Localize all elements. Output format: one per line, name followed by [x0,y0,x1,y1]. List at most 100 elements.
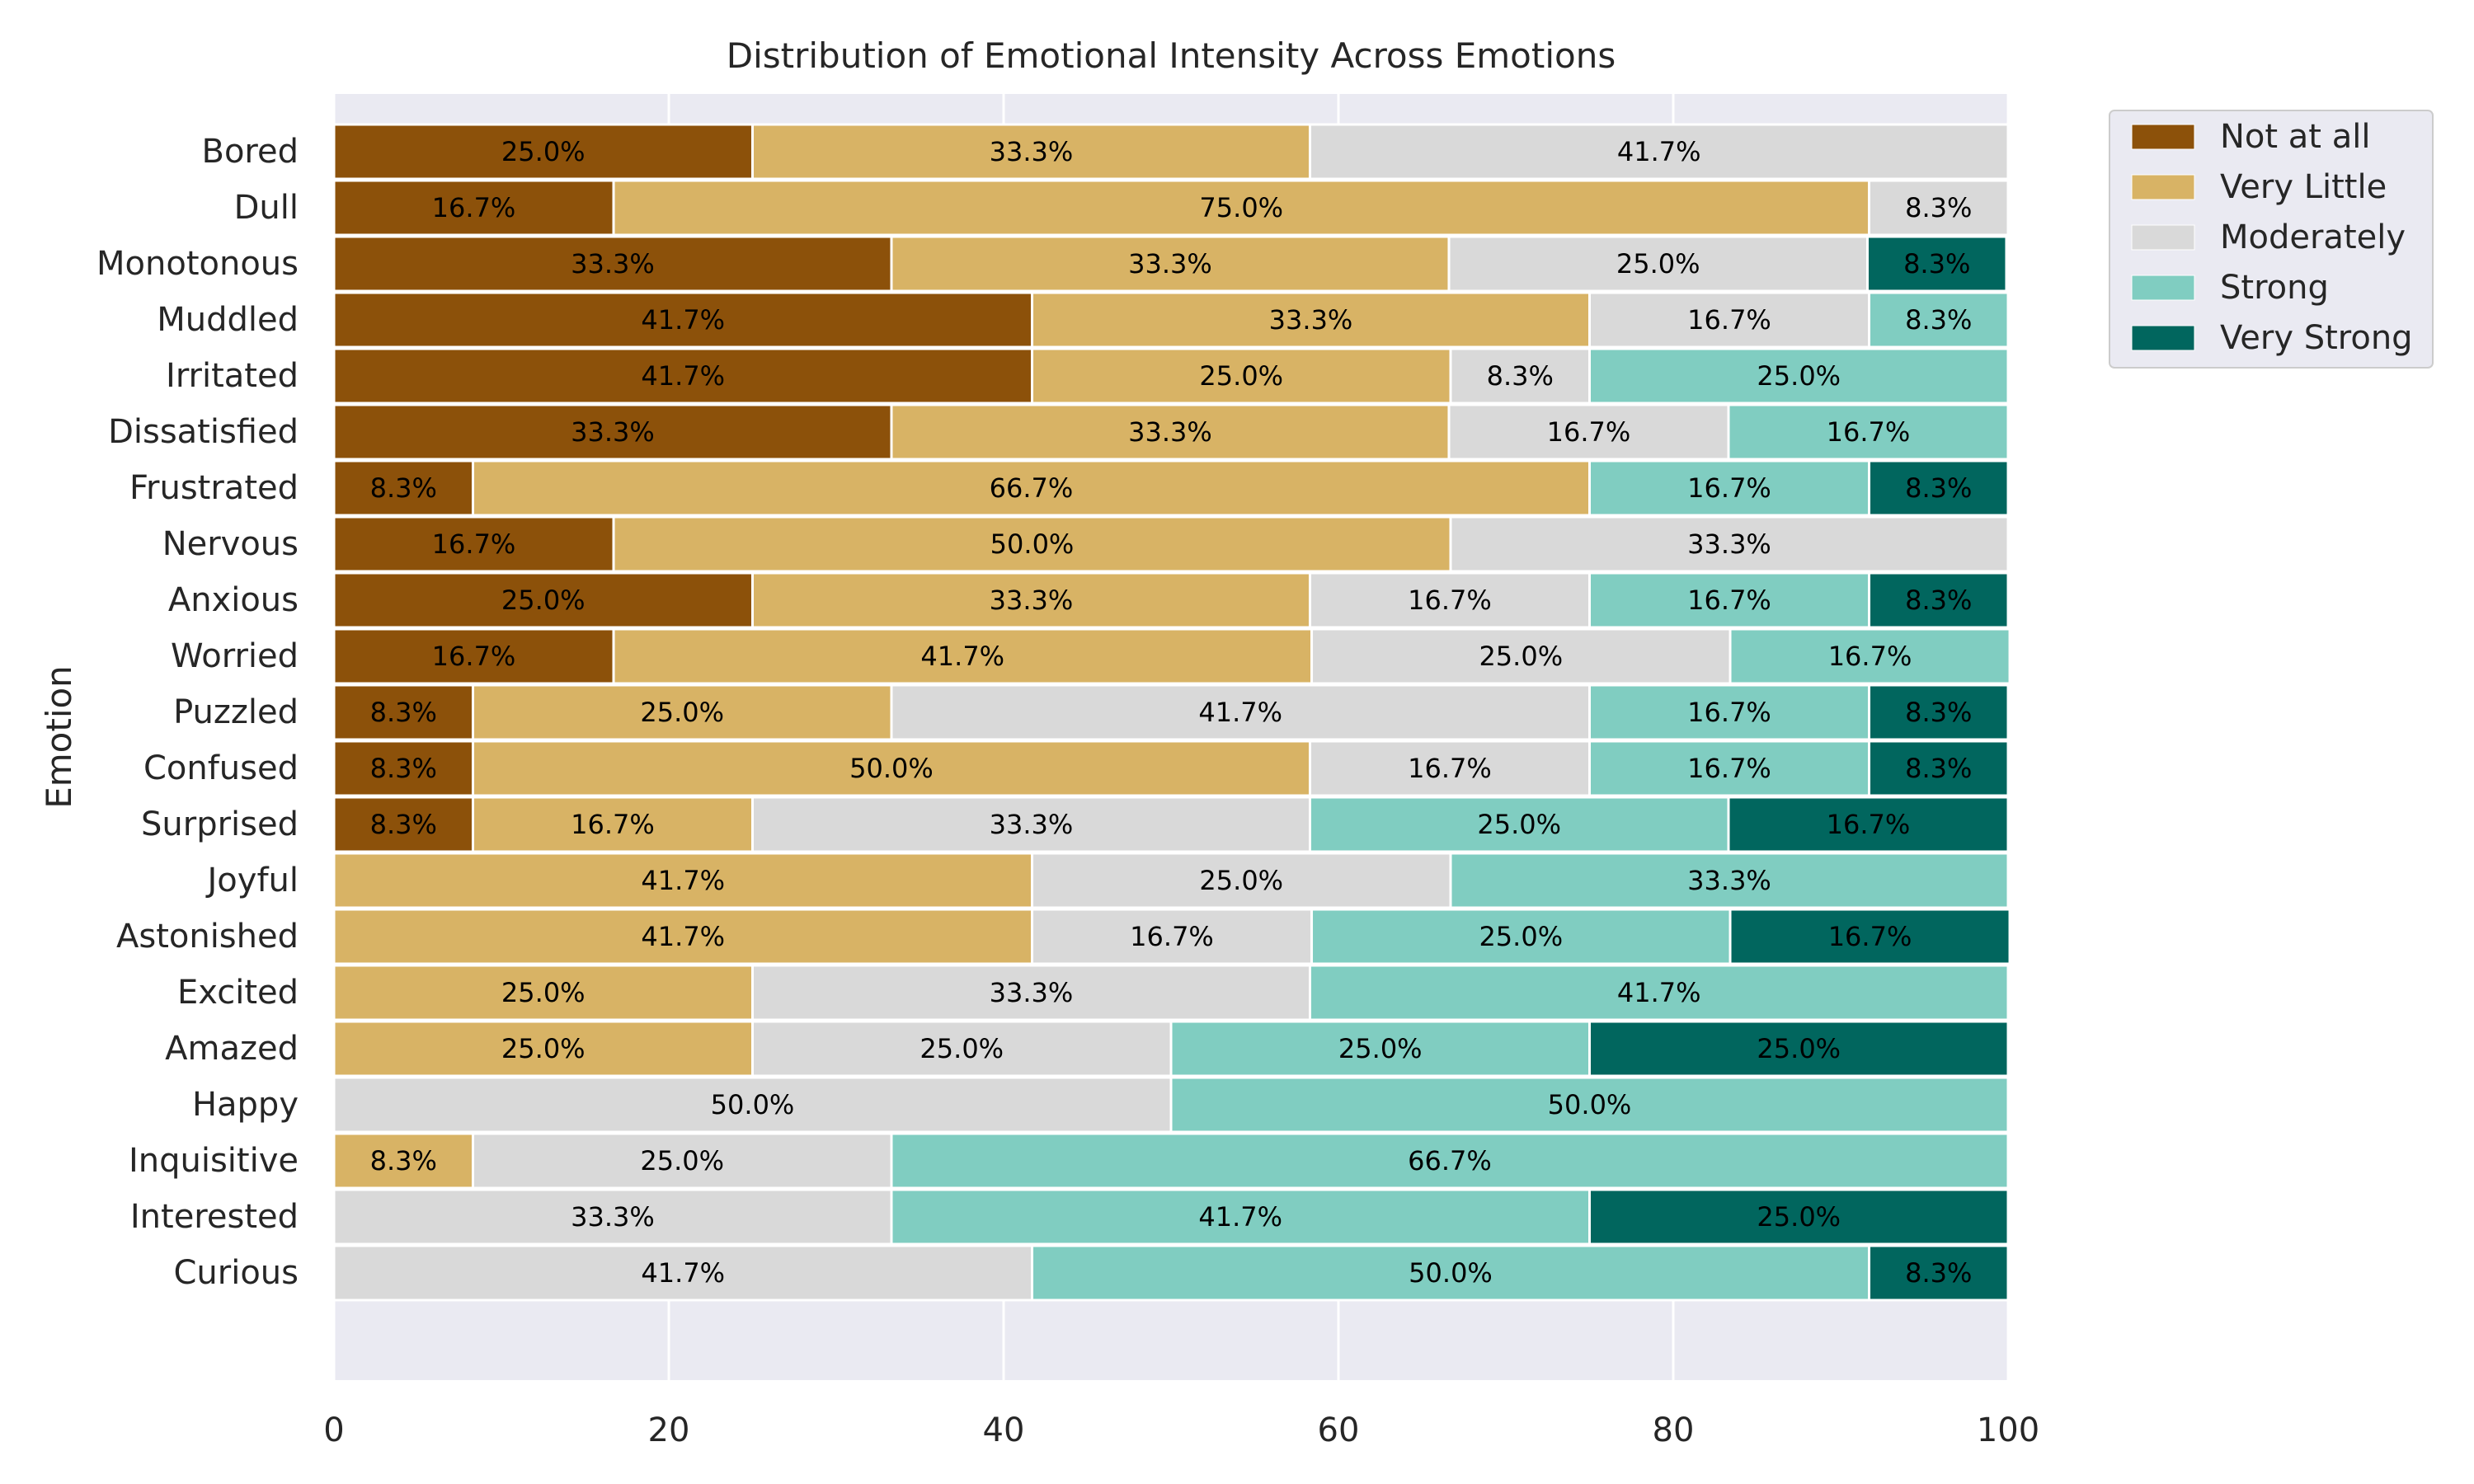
y-category-label: Irritated [166,357,299,395]
bar-value-label: 16.7% [432,641,516,672]
bar-value-label: 25.0% [1199,865,1283,896]
bar-value-label: 8.3% [370,753,437,784]
bar-segment [1588,347,2010,405]
x-tick-label: 100 [1977,1411,2039,1449]
bar-segment [1868,571,2010,629]
bar-segment [1031,347,1452,405]
bar-segment [1727,796,2010,853]
legend-swatch [2131,174,2195,200]
x-tick-label: 20 [648,1411,690,1449]
bar-segment [471,796,754,853]
bar-value-label: 16.7% [1828,921,1912,952]
bar-value-label: 8.3% [1905,697,1972,728]
bar-value-label: 16.7% [1130,921,1214,952]
legend-label: Very Strong [2220,319,2413,357]
bar-value-label: 8.3% [1905,585,1972,616]
bar-value-label: 25.0% [640,697,724,728]
bar-value-label: 41.7% [641,360,725,392]
bar-segment [471,459,1591,517]
bar-value-label: 25.0% [501,136,586,167]
bar-value-label: 8.3% [1905,304,1972,336]
bar-segment [612,627,1314,685]
bar-value-label: 41.7% [1617,977,1701,1008]
legend-swatch [2131,124,2195,150]
bar-value-label: 25.0% [1757,360,1841,392]
bar-value-label: 25.0% [1757,1201,1841,1233]
bar-value-label: 25.0% [640,1145,724,1176]
y-category-label: Muddled [157,301,299,339]
bar-value-label: 33.3% [990,585,1074,616]
bar-segment [1729,908,2011,965]
bar-segment [1588,571,1871,629]
legend-swatch [2131,325,2195,351]
bar-segment [332,291,1034,349]
bar-value-label: 33.3% [571,416,655,448]
y-category-label: Joyful [205,862,299,899]
bar-segment [890,235,1451,293]
bar-value-label: 8.3% [1905,753,1972,784]
bar-value-label: 41.7% [641,921,725,952]
bar-value-label: 50.0% [990,528,1075,560]
bar-segment [1308,796,1730,853]
y-category-label: Monotonous [96,245,299,283]
y-category-label: Frustrated [129,469,299,507]
bar-value-label: 16.7% [1547,416,1631,448]
bar-segment [332,908,1034,965]
bar-value-label: 41.7% [1198,1201,1282,1233]
x-tick-label: 0 [323,1411,344,1449]
bar-value-label: 16.7% [1687,304,1771,336]
bar-value-label: 8.3% [370,472,437,504]
bar-segment [612,515,1452,573]
legend-label: Moderately [2220,218,2406,256]
bar-segment [1588,459,1871,517]
y-category-label: Confused [143,749,299,787]
bar-segment [1588,1020,2010,1078]
bar-segment [1031,852,1452,909]
bar-segment [751,123,1311,181]
bar-value-labels: 25.0% 33.3% 41.7% 16.7% 75.0% 8.3% 33.3% 33.3% 2… [370,136,1973,1289]
y-category-label: Amazed [165,1030,299,1068]
y-category-label: Worried [171,637,299,675]
y-category-label: Curious [173,1254,299,1292]
bar-segment [1868,1244,2010,1302]
bar-value-label: 25.0% [1199,360,1283,392]
bar-value-label: 41.7% [641,865,725,896]
bar-value-label: 8.3% [1903,248,1970,279]
bar-value-label: 41.7% [641,304,725,336]
bar-value-label: 33.3% [990,809,1074,840]
bar-value-label: 25.0% [1757,1033,1841,1064]
bar-value-label: 16.7% [1687,585,1771,616]
bar-segment [1449,515,2010,573]
bar-segments [332,123,2011,1302]
y-category-label: Anxious [168,581,299,619]
bar-value-label: 66.7% [990,472,1074,504]
bar-segment [1447,235,1869,293]
bar-segment [1449,852,2010,909]
bar-value-label: 16.7% [432,192,516,223]
y-category-label: Bored [202,133,299,171]
bar-segment [332,347,1034,405]
bar-segment [332,571,754,629]
bar-value-label: 8.3% [1487,360,1554,392]
bar-value-label: 33.3% [1687,865,1771,896]
legend-label: Very Little [2220,168,2387,206]
y-category-label: Dull [234,189,299,227]
bar-segment [332,515,615,573]
bar-segment [1727,403,2010,461]
legend-swatch [2131,224,2195,251]
bar-segment [1308,964,2010,1021]
bar-segment [332,683,474,741]
bar-value-label: 25.0% [1616,248,1700,279]
bar-segment [1308,123,2010,181]
legend-label: Not at all [2220,118,2370,156]
bar-value-label: 25.0% [1479,921,1563,952]
bar-value-label: 16.7% [1408,753,1492,784]
bar-value-label: 8.3% [370,1145,437,1176]
bar-value-label: 25.0% [501,1033,586,1064]
bar-value-label: 50.0% [1409,1257,1493,1289]
bar-segment [1588,683,1871,741]
bar-value-label: 41.7% [1198,697,1282,728]
bar-value-label: 16.7% [1687,753,1771,784]
bar-value-label: 16.7% [1827,809,1911,840]
bar-value-label: 33.3% [571,1201,655,1233]
